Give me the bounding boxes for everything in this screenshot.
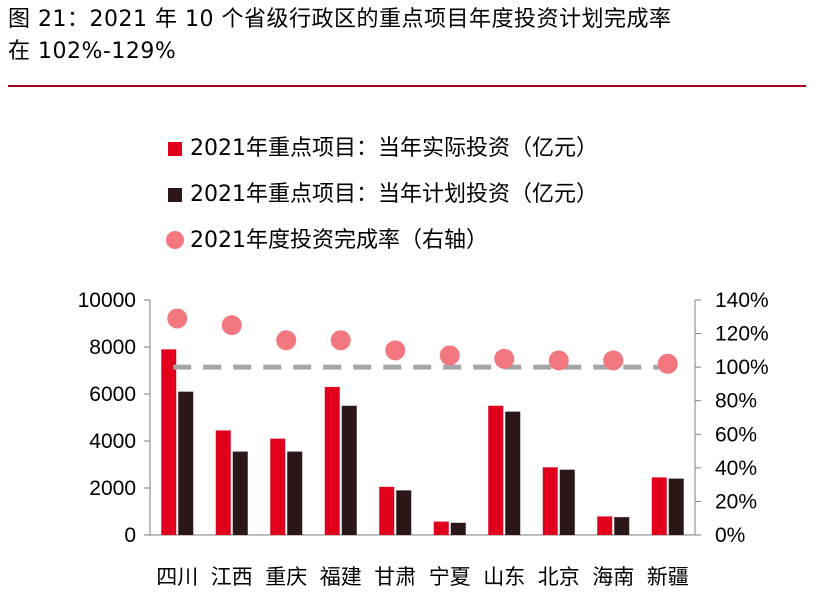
category-label: 山东 xyxy=(483,565,525,589)
category-label: 宁夏 xyxy=(429,565,471,589)
left-tick-label: 6000 xyxy=(89,383,136,406)
left-tick-label: 2000 xyxy=(89,477,136,500)
rate-point xyxy=(276,330,297,351)
right-tick-label: 60% xyxy=(715,423,757,446)
rate-point xyxy=(439,345,460,366)
rate-point xyxy=(494,348,515,369)
category-label: 江西 xyxy=(211,565,253,589)
bar-actual xyxy=(379,486,395,535)
caption-line-1: 图 21：2021 年 10 个省级行政区的重点项目年度投资计划完成率 xyxy=(8,7,672,32)
bar-actual xyxy=(270,438,286,535)
legend-item-rate: 2021年度投资完成率（右轴） xyxy=(166,218,598,264)
category-label: 新疆 xyxy=(647,565,689,589)
rate-point xyxy=(221,315,242,336)
left-tick-label: 4000 xyxy=(89,430,136,453)
legend-label-rate: 2021年度投资完成率（右轴） xyxy=(190,228,488,253)
legend-item-actual: 2021年重点项目：当年实际投资（亿元） xyxy=(168,126,598,172)
right-tick-label: 0% xyxy=(715,524,745,547)
bar-actual xyxy=(488,405,504,535)
bar-plan xyxy=(341,405,357,535)
category-label: 重庆 xyxy=(265,565,307,589)
bar-plan xyxy=(559,469,575,535)
rate-point xyxy=(657,353,678,374)
rate-point xyxy=(330,330,351,351)
category-label: 四川 xyxy=(156,565,198,589)
legend-label-actual: 2021年重点项目：当年实际投资（亿元） xyxy=(190,136,598,161)
legend-swatch-rate xyxy=(166,231,184,249)
right-tick-label: 80% xyxy=(715,390,757,413)
left-tick-label: 10000 xyxy=(78,289,136,312)
bar-plan xyxy=(668,478,684,535)
caption-line-2: 在 102%-129% xyxy=(8,39,177,64)
bar-plan xyxy=(232,451,248,535)
bar-actual xyxy=(161,349,177,535)
bar-plan xyxy=(178,391,194,535)
category-label: 海南 xyxy=(592,565,634,589)
chart-legend: 2021年重点项目：当年实际投资（亿元） 2021年重点项目：当年计划投资（亿元… xyxy=(166,126,598,264)
right-tick-label: 100% xyxy=(715,356,769,379)
rate-point xyxy=(548,350,569,371)
right-tick-label: 40% xyxy=(715,457,757,480)
bar-actual xyxy=(597,516,613,535)
legend-label-plan: 2021年重点项目：当年计划投资（亿元） xyxy=(190,182,598,207)
bar-plan xyxy=(287,451,303,535)
left-tick-label: 0 xyxy=(124,524,136,547)
legend-swatch-plan xyxy=(168,188,182,202)
figure-caption: 图 21：2021 年 10 个省级行政区的重点项目年度投资计划完成率 在 10… xyxy=(8,4,808,68)
category-label: 北京 xyxy=(538,565,580,589)
rate-point xyxy=(167,308,188,329)
bar-actual xyxy=(651,477,667,535)
category-label: 福建 xyxy=(320,565,362,589)
bar-plan xyxy=(450,522,466,535)
caption-rule xyxy=(8,85,806,87)
bar-plan xyxy=(396,490,412,535)
bar-plan xyxy=(614,517,630,535)
right-tick-label: 120% xyxy=(715,323,769,346)
legend-item-plan: 2021年重点项目：当年计划投资（亿元） xyxy=(168,172,598,218)
left-tick-label: 8000 xyxy=(89,336,136,359)
bar-actual xyxy=(324,386,340,535)
bar-actual xyxy=(542,467,558,535)
rate-point xyxy=(603,350,624,371)
bar-actual xyxy=(433,521,449,535)
rate-point xyxy=(385,340,406,361)
category-label: 甘肃 xyxy=(374,565,416,589)
bar-plan xyxy=(505,411,521,535)
right-tick-label: 20% xyxy=(715,490,757,513)
right-tick-label: 140% xyxy=(715,289,769,312)
bar-actual xyxy=(215,430,231,535)
legend-swatch-actual xyxy=(168,142,182,156)
